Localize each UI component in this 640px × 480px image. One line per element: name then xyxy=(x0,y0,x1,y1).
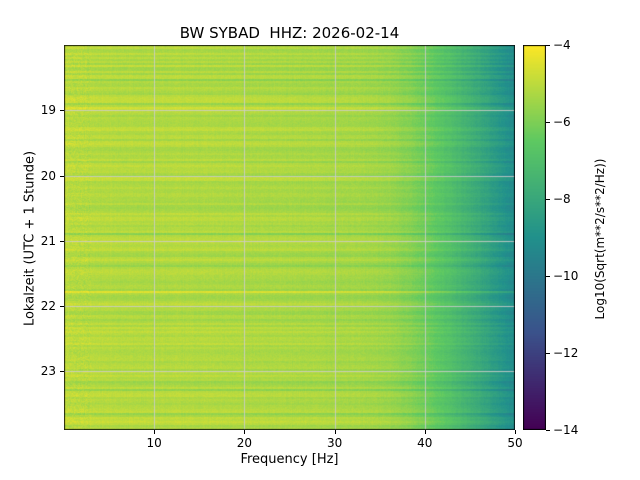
colorbar-tick-label: −4 xyxy=(553,38,571,52)
spectrogram-heatmap xyxy=(64,45,515,430)
tick-mark xyxy=(154,430,155,434)
x-tick-label: 40 xyxy=(417,436,433,450)
colorbar-tick-label: −14 xyxy=(553,423,579,437)
tick-mark xyxy=(546,353,550,354)
chart-title: BW SYBAD HHZ: 2026-02-14 xyxy=(179,24,400,42)
tick-mark xyxy=(546,276,550,277)
y-tick-label: 20 xyxy=(40,168,56,183)
y-tick-label: 22 xyxy=(40,299,56,314)
tick-mark xyxy=(60,110,64,111)
tick-mark xyxy=(546,430,550,431)
tick-mark xyxy=(60,371,64,372)
tick-mark xyxy=(546,199,550,200)
tick-mark xyxy=(515,430,516,434)
colorbar-label: Log10(Sqrt(m**2/s**2/Hz)) xyxy=(593,158,607,320)
colorbar-tick-label: −6 xyxy=(553,115,571,129)
tick-mark xyxy=(335,430,336,434)
tick-mark xyxy=(546,45,550,46)
y-tick-label: 23 xyxy=(40,364,56,379)
x-axis-label: Frequency [Hz] xyxy=(240,452,339,467)
x-tick-label: 30 xyxy=(326,436,343,450)
tick-mark xyxy=(60,176,64,177)
x-tick-label: 50 xyxy=(507,436,523,450)
colorbar-tick-label: −10 xyxy=(553,269,579,283)
y-tick-label: 19 xyxy=(40,103,56,118)
tick-mark xyxy=(425,430,426,434)
tick-mark xyxy=(546,122,550,123)
y-tick-label: 21 xyxy=(40,233,56,248)
colorbar-tick-label: −12 xyxy=(553,346,579,360)
tick-mark xyxy=(60,241,64,242)
tick-mark xyxy=(244,430,245,434)
x-tick-label: 20 xyxy=(236,436,253,450)
y-axis-label: Lokalzeit (UTC + 1 Stunde) xyxy=(22,150,38,327)
tick-mark xyxy=(60,306,64,307)
colorbar-tick-label: −8 xyxy=(553,192,571,206)
colorbar xyxy=(523,45,546,430)
x-tick-label: 10 xyxy=(146,436,162,450)
